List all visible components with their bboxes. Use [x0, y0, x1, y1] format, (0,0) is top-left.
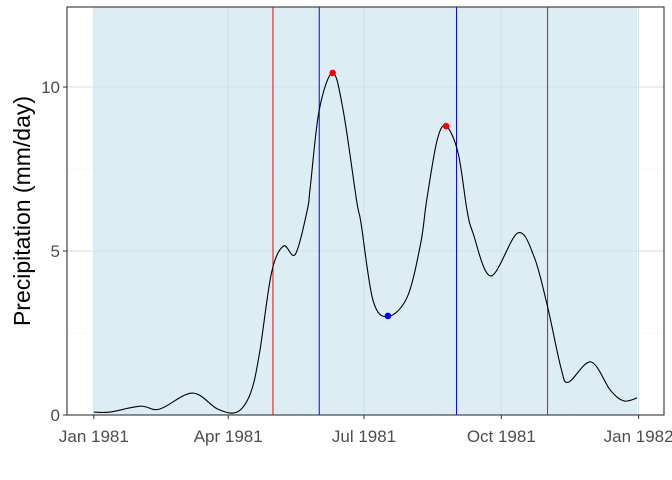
shaded-period-rect	[93, 7, 638, 415]
x-tick-label: Oct 1981	[467, 427, 536, 446]
data-point-marker	[384, 312, 392, 320]
y-axis-label: Precipitation (mm/day)	[9, 96, 35, 326]
markers-layer	[329, 69, 450, 320]
y-tick-label: 5	[51, 242, 60, 261]
axes: 0 5 10 Jan 1981 Apr 1981 Jul 1981 Oct 1981 Jan …	[41, 6, 672, 446]
vertical-lines	[272, 7, 549, 415]
shaded-period	[67, 7, 664, 416]
y-tick-label: 10	[41, 78, 60, 97]
precipitation-line	[93, 72, 638, 414]
panel-border	[66, 6, 665, 416]
x-tick-label: Apr 1981	[194, 427, 263, 446]
x-tick-label: Jan 1982	[604, 427, 672, 446]
y-tick-label: 0	[51, 406, 60, 425]
series-layer	[93, 72, 638, 414]
data-point-marker	[442, 122, 450, 130]
x-tick-label: Jan 1981	[59, 427, 129, 446]
data-point-marker	[329, 69, 336, 77]
x-tick-label: Jul 1981	[332, 427, 396, 446]
